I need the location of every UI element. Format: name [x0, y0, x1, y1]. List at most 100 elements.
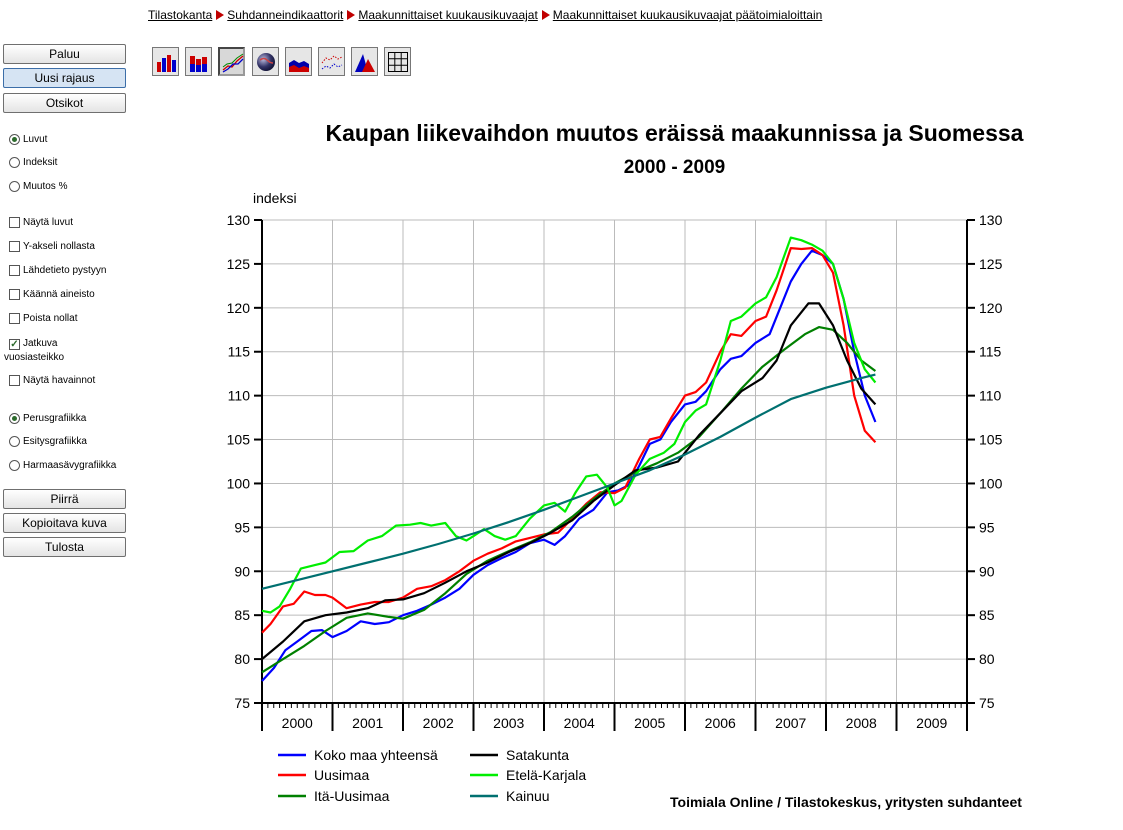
- y-tick-label-left: 115: [228, 344, 251, 360]
- breadcrumb-link-maakunnittaiset[interactable]: Maakunnittaiset kuukausikuvaajat: [358, 8, 538, 22]
- x-tick-label: 2005: [634, 715, 665, 731]
- y-tick-label-left: 90: [234, 563, 250, 579]
- piirra-button[interactable]: Piirrä: [3, 489, 126, 509]
- checkbox-checked-icon[interactable]: ✓: [9, 339, 20, 350]
- checkbox-label: Y-akseli nollasta: [23, 241, 95, 252]
- x-tick-label: 2004: [564, 715, 595, 731]
- checkbox-icon[interactable]: [9, 289, 20, 300]
- y-tick-label-right: 95: [979, 519, 995, 535]
- kopioitava-kuva-button[interactable]: Kopioitava kuva: [3, 513, 126, 533]
- breadcrumb: Tilastokanta Suhdanneindikaattorit Maakunn…: [148, 8, 822, 22]
- series-line-6: [261, 373, 876, 590]
- checkbox-icon[interactable]: [9, 313, 20, 324]
- radio-perusgrafiikka[interactable]: Perusgrafiikka: [9, 413, 86, 425]
- radio-icon[interactable]: [9, 157, 20, 168]
- series-line-5: [261, 236, 877, 614]
- y-tick-label-right: 90: [979, 563, 995, 579]
- otsikot-button[interactable]: Otsikot: [3, 93, 126, 113]
- legend-label: Etelä-Karjala: [506, 767, 586, 783]
- tulosta-button[interactable]: Tulosta: [3, 537, 126, 557]
- x-tick-label: 2008: [846, 715, 877, 731]
- checkbox-label: Käännä aineisto: [23, 289, 95, 300]
- breadcrumb-arrow-icon: [216, 10, 225, 20]
- stacked-bar-icon[interactable]: [185, 47, 212, 76]
- breadcrumb-arrow-icon: [541, 10, 550, 20]
- radio-label: Indeksit: [23, 157, 58, 168]
- radio-luvut[interactable]: Luvut: [9, 134, 47, 146]
- series-line-4: [261, 302, 877, 660]
- paluu-button[interactable]: Paluu: [3, 44, 126, 64]
- checkbox-label: Näytä luvut: [23, 217, 74, 228]
- area-chart-icon[interactable]: [285, 47, 312, 76]
- radio-icon[interactable]: [9, 181, 20, 192]
- uusi-rajaus-button[interactable]: Uusi rajaus: [3, 68, 126, 88]
- radio-icon[interactable]: [9, 460, 20, 471]
- y-tick-label-left: 75: [234, 695, 250, 711]
- chart-title: Kaupan liikevaihdon muutos eräissä maaku…: [326, 120, 1024, 146]
- checkbox-kaanna[interactable]: Käännä aineisto: [9, 289, 95, 301]
- checkbox-nayta-havainnot[interactable]: Näytä havainnot: [9, 375, 95, 387]
- checkbox-poista-nollat[interactable]: Poista nollat: [9, 313, 77, 325]
- radio-esitysgrafiikka[interactable]: Esitysgrafiikka: [9, 436, 87, 448]
- x-tick-label: 2007: [775, 715, 806, 731]
- series-line-2: [261, 247, 877, 634]
- top-divider: [140, 0, 1120, 1]
- y-tick-label-left: 130: [227, 212, 251, 228]
- y-tick-label-left: 95: [234, 519, 250, 535]
- y-tick-label-left: 105: [227, 432, 251, 448]
- legend-label: Itä-Uusimaa: [314, 788, 390, 804]
- y-tick-label-right: 110: [979, 388, 1002, 404]
- breadcrumb-link-paatoimialoittain[interactable]: Maakunnittaiset kuukausikuvaajat päätoim…: [552, 8, 823, 22]
- pie-area-icon[interactable]: [351, 47, 378, 76]
- y-tick-label-left: 100: [227, 475, 251, 491]
- scatter-line-icon[interactable]: [318, 47, 345, 76]
- series-line-3: [261, 326, 877, 674]
- y-tick-label-right: 130: [979, 212, 1003, 228]
- radio-icon[interactable]: [9, 413, 20, 424]
- radio-icon[interactable]: [9, 134, 20, 145]
- series-line-1: [261, 249, 877, 682]
- globe-map-icon[interactable]: [252, 47, 279, 76]
- y-tick-label-left: 120: [227, 300, 251, 316]
- radio-label: Harmaasävygrafiikka: [23, 460, 117, 471]
- y-axis-label: indeksi: [253, 190, 297, 206]
- radio-icon[interactable]: [9, 436, 20, 447]
- checkbox-icon[interactable]: [9, 241, 20, 252]
- x-tick-label: 2003: [493, 715, 524, 731]
- checkbox-label: Poista nollat: [23, 313, 78, 324]
- radio-label: Luvut: [23, 134, 48, 145]
- radio-muutos[interactable]: Muutos %: [9, 181, 67, 193]
- checkbox-icon[interactable]: [9, 375, 20, 386]
- bar-chart-icon[interactable]: [152, 47, 179, 76]
- y-tick-label-right: 75: [979, 695, 995, 711]
- breadcrumb-link-suhdanneindikaattorit[interactable]: Suhdanneindikaattorit: [227, 8, 344, 22]
- y-tick-label-right: 85: [979, 607, 995, 623]
- checkbox-nayta-luvut[interactable]: Näytä luvut: [9, 217, 73, 229]
- table-grid-icon[interactable]: [384, 47, 411, 76]
- y-tick-label-right: 120: [979, 300, 1003, 316]
- checkbox-icon[interactable]: [9, 265, 20, 276]
- y-tick-label-right: 105: [979, 432, 1003, 448]
- source-note: Toimiala Online / Tilastokeskus, yrityst…: [670, 794, 1022, 810]
- y-tick-label-left: 125: [227, 256, 251, 272]
- radio-label: Muutos %: [23, 181, 68, 192]
- radio-harmaasavy[interactable]: Harmaasävygrafiikka: [9, 460, 116, 472]
- radio-label: Perusgrafiikka: [23, 413, 87, 424]
- x-tick-label: 2002: [423, 715, 454, 731]
- breadcrumb-link-tilastokanta[interactable]: Tilastokanta: [148, 8, 213, 22]
- breadcrumb-arrow-icon: [347, 10, 356, 20]
- checkbox-y-akseli[interactable]: Y-akseli nollasta: [9, 241, 95, 253]
- line-chart: Kaupan liikevaihdon muutos eräissä maaku…: [227, 120, 1024, 804]
- checkbox-icon[interactable]: [9, 217, 20, 228]
- radio-label: Esitysgrafiikka: [23, 436, 87, 447]
- chart-subtitle: 2000 - 2009: [624, 157, 725, 178]
- legend-label: Koko maa yhteensä: [314, 747, 438, 763]
- legend-label: Kainuu: [506, 788, 550, 804]
- y-tick-label-right: 115: [979, 344, 1002, 360]
- checkbox-lahdetieto[interactable]: Lähdetieto pystyyn: [9, 265, 106, 277]
- line-chart-icon[interactable]: [218, 47, 245, 76]
- legend-label: Satakunta: [506, 747, 569, 763]
- checkbox-jatkuva[interactable]: ✓ Jatkuva vuosiasteikko: [4, 337, 100, 365]
- radio-indeksit[interactable]: Indeksit: [9, 157, 57, 169]
- checkbox-label: Jatkuva vuosiasteikko: [4, 338, 65, 363]
